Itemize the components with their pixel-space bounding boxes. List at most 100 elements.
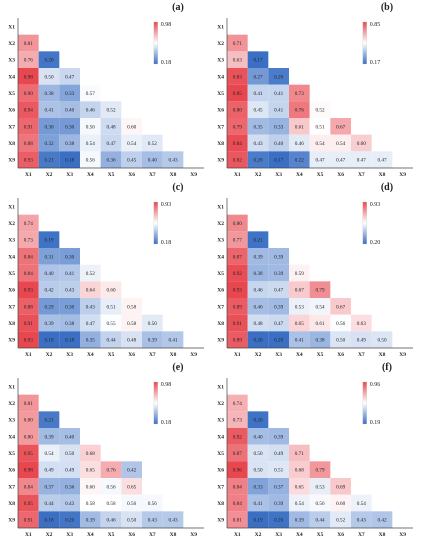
row-tick-label: X9: [8, 518, 15, 524]
heatmap-cell: [247, 51, 269, 68]
heatmap-cell: [142, 314, 163, 332]
cell-value-label: 0.43: [168, 518, 177, 524]
cell-value-label: 0.50: [127, 518, 136, 524]
heatmap-cell: [38, 411, 60, 428]
heatmap-cell: [247, 248, 269, 265]
heatmap-cell: [100, 461, 122, 478]
cell-value-label: 0.95: [24, 501, 33, 507]
heatmap-cell: [80, 461, 101, 478]
heatmap-cell: [18, 151, 39, 168]
cell-value-label: 0.38: [315, 338, 324, 344]
cell-value-label: 0.52: [86, 271, 95, 277]
colorbar-max-label: 0.85: [370, 22, 381, 28]
heatmap-cell: [38, 84, 60, 102]
cell-value-label: 0.65: [295, 484, 304, 490]
heatmap-cell: [247, 298, 269, 315]
cell-value-label: 0.33: [274, 124, 283, 130]
column-tick-label: X4: [296, 352, 303, 358]
heatmap-cell: [18, 461, 39, 478]
cell-value-label: 0.81: [233, 518, 242, 524]
cell-value-label: 0.48: [127, 338, 136, 344]
row-tick-label: X9: [8, 338, 15, 344]
heatmap-cell: [59, 68, 80, 85]
cell-value-label: 0.47: [377, 158, 386, 164]
heatmap-cell: [59, 248, 80, 265]
cell-value-label: 0.60: [106, 288, 115, 294]
cell-value-label: 0.44: [44, 501, 53, 507]
heatmap-cell: [268, 151, 289, 168]
heatmap-cell: [100, 151, 122, 168]
cell-value-label: 0.50: [65, 451, 74, 457]
cell-value-label: 0.71: [233, 41, 242, 47]
cell-value-label: 0.18: [44, 518, 53, 524]
row-tick-label: X2: [8, 41, 15, 47]
heatmap-cell: [351, 511, 372, 528]
cell-value-label: 0.93: [233, 288, 242, 294]
heatmap-cell: [227, 84, 248, 102]
cell-value-label: 0.55: [106, 321, 115, 327]
heatmap-cell: [371, 151, 393, 168]
heatmap-cell: [247, 478, 269, 495]
cell-value-label: 0.79: [315, 468, 324, 474]
column-tick-label: X5: [108, 532, 115, 538]
row-tick-label: X1: [8, 384, 15, 390]
column-tick-label: X6: [337, 532, 344, 538]
colorbar-max-label: 0.96: [370, 382, 381, 388]
cell-value-label: 0.51: [315, 124, 324, 130]
cell-value-label: 0.54: [357, 501, 366, 507]
colorbar-min-label: 0.18: [161, 420, 172, 426]
cell-value-label: 0.50: [253, 468, 262, 474]
heatmap-cell: [59, 84, 80, 102]
cell-value-label: 0.84: [24, 271, 33, 277]
row-tick-label: X8: [8, 141, 15, 147]
heatmap-cell: [18, 394, 39, 412]
heatmap-cell: [268, 68, 289, 85]
cell-value-label: 0.41: [253, 501, 262, 507]
cell-value-label: 0.73: [24, 238, 33, 244]
heatmap-cell: [351, 151, 372, 168]
heatmap-cell: [247, 231, 269, 248]
heatmap-cell: [18, 84, 39, 102]
row-tick-label: X8: [217, 141, 224, 147]
heatmap-cell: [100, 134, 122, 152]
cell-value-label: 0.35: [253, 124, 262, 130]
cell-value-label: 0.46: [295, 141, 304, 147]
heatmap-cell: [247, 461, 269, 478]
heatmap-cell: [80, 101, 101, 118]
column-tick-label: X7: [149, 172, 156, 178]
column-tick-label: X4: [296, 172, 303, 178]
panel-label: (f): [382, 362, 392, 373]
heatmap-cell: [18, 478, 39, 495]
panel-label: (a): [172, 2, 184, 13]
row-tick-label: X4: [8, 434, 15, 440]
cell-value-label: 0.43: [253, 141, 262, 147]
cell-value-label: 0.83: [233, 74, 242, 80]
cell-value-label: 0.94: [24, 108, 33, 114]
row-tick-label: X1: [8, 204, 15, 210]
row-tick-label: X8: [217, 501, 224, 507]
cell-value-label: 0.74: [233, 401, 242, 407]
cell-value-label: 0.39: [44, 321, 53, 327]
heatmap-cell: [162, 151, 184, 168]
column-tick-label: X9: [190, 172, 197, 178]
heatmap-cell: [289, 461, 310, 478]
heatmap-cell: [38, 51, 60, 68]
cell-value-label: 0.44: [106, 338, 115, 344]
row-tick-label: X2: [8, 401, 15, 407]
colorbar-max-label: 0.93: [370, 202, 381, 208]
row-tick-label: X5: [8, 451, 15, 457]
heatmap-cell: [227, 461, 248, 478]
heatmap-cell: [121, 118, 142, 135]
heatmap-cell: [227, 444, 248, 462]
cell-value-label: 0.91: [24, 321, 33, 327]
heatmap-cell: [309, 511, 331, 528]
cell-value-label: 0.20: [253, 338, 262, 344]
cell-value-label: 0.21: [44, 158, 53, 164]
heatmap-cell: [80, 151, 101, 168]
row-tick-label: X9: [217, 338, 224, 344]
cell-value-label: 0.52: [106, 108, 115, 114]
cell-value-label: 0.39: [86, 518, 95, 524]
cell-value-label: 0.54: [295, 501, 304, 507]
heatmap-cell: [80, 281, 101, 298]
heatmap-cell: [309, 134, 331, 152]
